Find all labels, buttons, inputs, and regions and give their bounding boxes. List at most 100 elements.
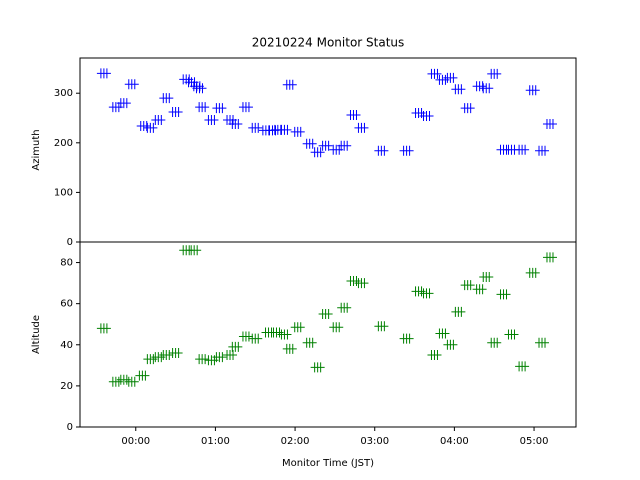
marker bbox=[535, 145, 550, 156]
marker bbox=[435, 328, 450, 339]
marker bbox=[204, 355, 219, 366]
marker bbox=[124, 376, 139, 387]
y-tick-label: 0 bbox=[67, 422, 73, 433]
marker bbox=[487, 68, 502, 79]
chart-title: 20210224 Monitor Status bbox=[252, 36, 405, 50]
marker bbox=[261, 327, 276, 338]
marker bbox=[143, 354, 158, 365]
marker bbox=[96, 323, 111, 334]
x-tick-label: 05:00 bbox=[520, 436, 549, 447]
marker bbox=[151, 352, 166, 363]
y-axis-label: Altitude bbox=[31, 315, 42, 354]
marker bbox=[435, 74, 450, 85]
marker bbox=[479, 271, 494, 282]
marker bbox=[443, 72, 458, 83]
marker bbox=[460, 103, 475, 114]
marker bbox=[223, 114, 238, 125]
marker bbox=[504, 329, 519, 340]
marker bbox=[195, 354, 210, 365]
y-tick-label: 20 bbox=[60, 381, 73, 392]
marker bbox=[487, 337, 502, 348]
marker bbox=[451, 84, 466, 95]
marker bbox=[290, 126, 305, 137]
marker bbox=[354, 122, 369, 133]
marker bbox=[318, 308, 333, 319]
marker bbox=[460, 280, 475, 291]
marker bbox=[525, 85, 540, 96]
marker bbox=[168, 348, 183, 358]
x-axis-label: Monitor Time (JST) bbox=[282, 458, 374, 469]
marker bbox=[116, 98, 131, 109]
marker bbox=[238, 331, 253, 342]
marker bbox=[116, 374, 131, 385]
marker bbox=[228, 118, 243, 129]
marker bbox=[159, 93, 174, 104]
marker bbox=[108, 102, 123, 113]
marker bbox=[187, 245, 202, 256]
marker bbox=[337, 140, 352, 151]
x-tick-label: 04:00 bbox=[440, 436, 469, 447]
marker bbox=[168, 107, 183, 118]
marker bbox=[192, 83, 207, 94]
marker bbox=[515, 144, 530, 155]
marker bbox=[282, 343, 297, 354]
marker bbox=[504, 144, 519, 155]
marker bbox=[159, 350, 174, 361]
marker bbox=[269, 327, 284, 338]
marker bbox=[329, 144, 344, 155]
y-tick-label: 0 bbox=[67, 237, 73, 248]
marker bbox=[290, 322, 305, 333]
marker bbox=[179, 74, 194, 85]
marker bbox=[419, 288, 434, 299]
marker bbox=[525, 267, 540, 278]
marker bbox=[212, 352, 227, 363]
x-tick-label: 00:00 bbox=[121, 436, 150, 447]
marker bbox=[302, 337, 317, 348]
x-tick-label: 03:00 bbox=[360, 436, 389, 447]
y-tick-label: 80 bbox=[60, 258, 73, 269]
plot-area bbox=[79, 241, 577, 428]
marker bbox=[302, 138, 317, 149]
marker bbox=[354, 278, 369, 289]
marker bbox=[135, 370, 150, 381]
marker bbox=[542, 252, 557, 263]
marker bbox=[411, 108, 426, 119]
marker bbox=[535, 337, 550, 348]
y-tick-label: 60 bbox=[60, 299, 73, 310]
marker bbox=[427, 68, 442, 79]
marker bbox=[195, 102, 210, 113]
y-tick-label: 100 bbox=[54, 187, 73, 198]
x-tick-label: 01:00 bbox=[201, 436, 230, 447]
marker bbox=[318, 140, 333, 151]
marker bbox=[346, 110, 361, 121]
marker bbox=[310, 147, 325, 158]
marker bbox=[248, 122, 263, 133]
marker bbox=[496, 144, 511, 155]
marker bbox=[374, 145, 389, 156]
marker bbox=[96, 68, 111, 79]
marker bbox=[515, 361, 530, 372]
marker bbox=[179, 245, 194, 256]
marker bbox=[496, 289, 511, 300]
marker bbox=[277, 329, 292, 340]
y-tick-label: 300 bbox=[54, 88, 73, 99]
marker bbox=[223, 350, 238, 361]
y-tick-label: 200 bbox=[54, 138, 73, 149]
marker bbox=[277, 124, 292, 135]
marker bbox=[136, 120, 151, 131]
marker bbox=[108, 376, 123, 387]
marker bbox=[228, 341, 243, 352]
marker bbox=[212, 103, 227, 114]
marker bbox=[542, 118, 557, 129]
marker bbox=[282, 79, 297, 90]
marker bbox=[124, 79, 139, 90]
marker bbox=[248, 333, 263, 344]
marker bbox=[472, 284, 487, 295]
marker bbox=[419, 111, 434, 122]
marker bbox=[399, 145, 414, 156]
marker bbox=[151, 114, 166, 125]
marker bbox=[411, 286, 426, 297]
marker bbox=[451, 306, 466, 317]
marker bbox=[337, 302, 352, 313]
